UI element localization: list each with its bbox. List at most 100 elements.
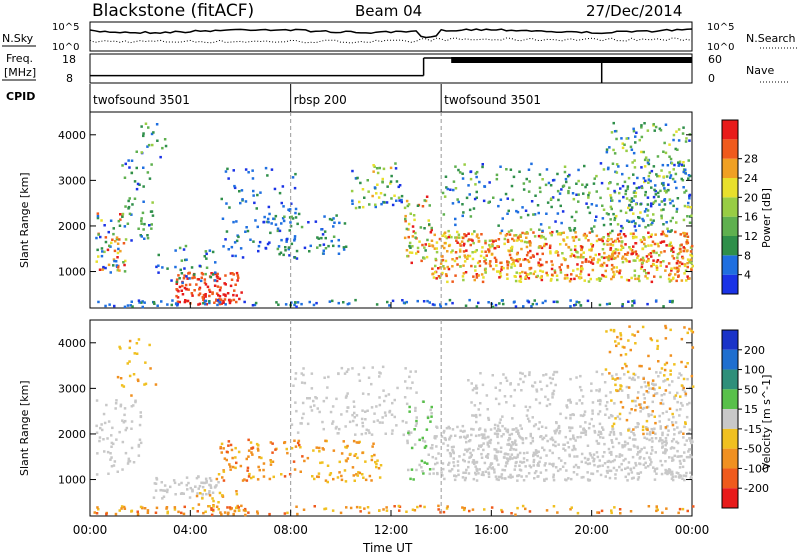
range-gate-cell xyxy=(586,462,590,466)
range-gate-cell xyxy=(598,422,602,426)
range-gate-cell xyxy=(295,305,298,308)
range-gate-cell xyxy=(620,137,623,140)
range-gate-cell xyxy=(634,229,638,232)
range-gate-cell xyxy=(529,465,533,469)
range-gate-cell xyxy=(499,232,502,235)
power-colorbar-tick-label: 8 xyxy=(744,249,751,262)
range-gate-cell xyxy=(688,428,692,431)
range-gate-cell xyxy=(546,439,549,443)
range-gate-cell xyxy=(251,304,255,307)
range-gate-cell xyxy=(636,254,640,258)
range-gate-cell xyxy=(113,249,117,253)
range-gate-cell xyxy=(432,467,435,471)
range-gate-cell xyxy=(183,300,187,304)
range-gate-cell xyxy=(449,454,452,458)
range-gate-cell xyxy=(331,405,335,408)
range-gate-cell xyxy=(407,203,411,206)
range-gate-cell xyxy=(236,279,239,282)
range-gate-cell xyxy=(219,511,222,514)
range-gate-cell xyxy=(678,507,682,511)
range-gate-cell xyxy=(258,240,262,244)
range-gate-cell xyxy=(565,404,568,407)
range-gate-cell xyxy=(359,181,362,185)
range-gate-cell xyxy=(626,137,630,140)
range-gate-cell xyxy=(272,217,275,220)
range-gate-cell xyxy=(623,445,626,448)
range-gate-cell xyxy=(684,189,688,193)
range-gate-cell xyxy=(409,477,412,481)
range-gate-cell xyxy=(687,174,691,177)
range-gate-cell xyxy=(611,427,615,431)
range-gate-cell xyxy=(609,218,612,221)
range-gate-cell xyxy=(541,252,544,256)
range-gate-cell xyxy=(543,242,547,246)
range-gate-cell xyxy=(108,244,111,248)
range-gate-cell xyxy=(636,330,640,333)
range-gate-cell xyxy=(583,164,586,168)
range-gate-cell xyxy=(216,285,220,288)
range-gate-cell xyxy=(634,399,637,403)
range-gate-cell xyxy=(659,251,663,254)
range-gate-cell xyxy=(638,364,641,368)
range-gate-cell xyxy=(461,506,464,509)
range-gate-cell xyxy=(244,230,247,233)
range-gate-cell xyxy=(332,217,335,220)
range-gate-cell xyxy=(582,475,585,479)
range-gate-cell xyxy=(687,201,690,205)
range-gate-cell xyxy=(373,453,376,457)
range-gate-cell xyxy=(286,511,289,515)
range-gate-cell xyxy=(456,230,459,234)
range-gate-cell xyxy=(404,214,407,218)
range-gate-cell xyxy=(381,421,384,424)
range-gate-cell xyxy=(688,401,691,405)
range-gate-cell xyxy=(570,506,573,509)
range-gate-cell xyxy=(616,248,620,252)
range-gate-cell xyxy=(521,270,524,274)
range-gate-cell xyxy=(549,437,552,441)
range-gate-cell xyxy=(589,454,593,457)
range-gate-cell xyxy=(556,212,560,215)
range-gate-cell xyxy=(462,264,465,267)
range-gate-cell xyxy=(622,195,625,199)
range-gate-cell xyxy=(630,200,633,203)
range-gate-cell xyxy=(567,446,571,449)
range-gate-cell xyxy=(684,422,687,425)
range-gate-cell xyxy=(652,201,656,204)
range-gate-cell xyxy=(338,427,341,431)
range-gate-cell xyxy=(231,465,235,469)
range-gate-cell xyxy=(408,433,411,436)
range-gate-cell xyxy=(208,301,211,305)
range-gate-cell xyxy=(576,251,579,254)
range-gate-cell xyxy=(356,176,359,180)
range-gate-cell xyxy=(477,408,480,411)
range-gate-cell xyxy=(676,449,679,453)
range-gate-cell xyxy=(500,299,504,302)
range-gate-cell xyxy=(670,249,673,253)
range-gate-cell xyxy=(492,267,495,271)
range-gate-cell xyxy=(202,298,205,302)
range-gate-cell xyxy=(408,241,412,245)
range-gate-cell xyxy=(653,388,656,391)
range-gate-cell xyxy=(646,428,649,432)
range-gate-cell xyxy=(682,161,685,164)
range-gate-cell xyxy=(346,457,350,460)
range-gate-cell xyxy=(352,419,355,423)
range-gate-cell xyxy=(229,468,232,471)
range-gate-cell xyxy=(486,456,489,459)
range-gate-cell xyxy=(430,412,433,415)
range-gate-cell xyxy=(668,198,672,201)
range-gate-cell xyxy=(580,265,583,268)
range-gate-cell xyxy=(515,252,519,256)
range-gate-cell xyxy=(340,474,343,478)
range-gate-cell xyxy=(690,254,694,258)
range-gate-cell xyxy=(524,437,528,440)
range-gate-cell xyxy=(483,185,487,188)
range-gate-cell xyxy=(183,267,186,270)
range-gate-cell xyxy=(670,244,673,248)
range-gate-cell xyxy=(612,270,615,274)
range-gate-cell xyxy=(597,238,601,241)
range-gate-cell xyxy=(351,169,354,173)
range-gate-cell xyxy=(210,508,213,511)
range-gate-cell xyxy=(643,122,646,125)
range-gate-cell xyxy=(503,427,507,430)
